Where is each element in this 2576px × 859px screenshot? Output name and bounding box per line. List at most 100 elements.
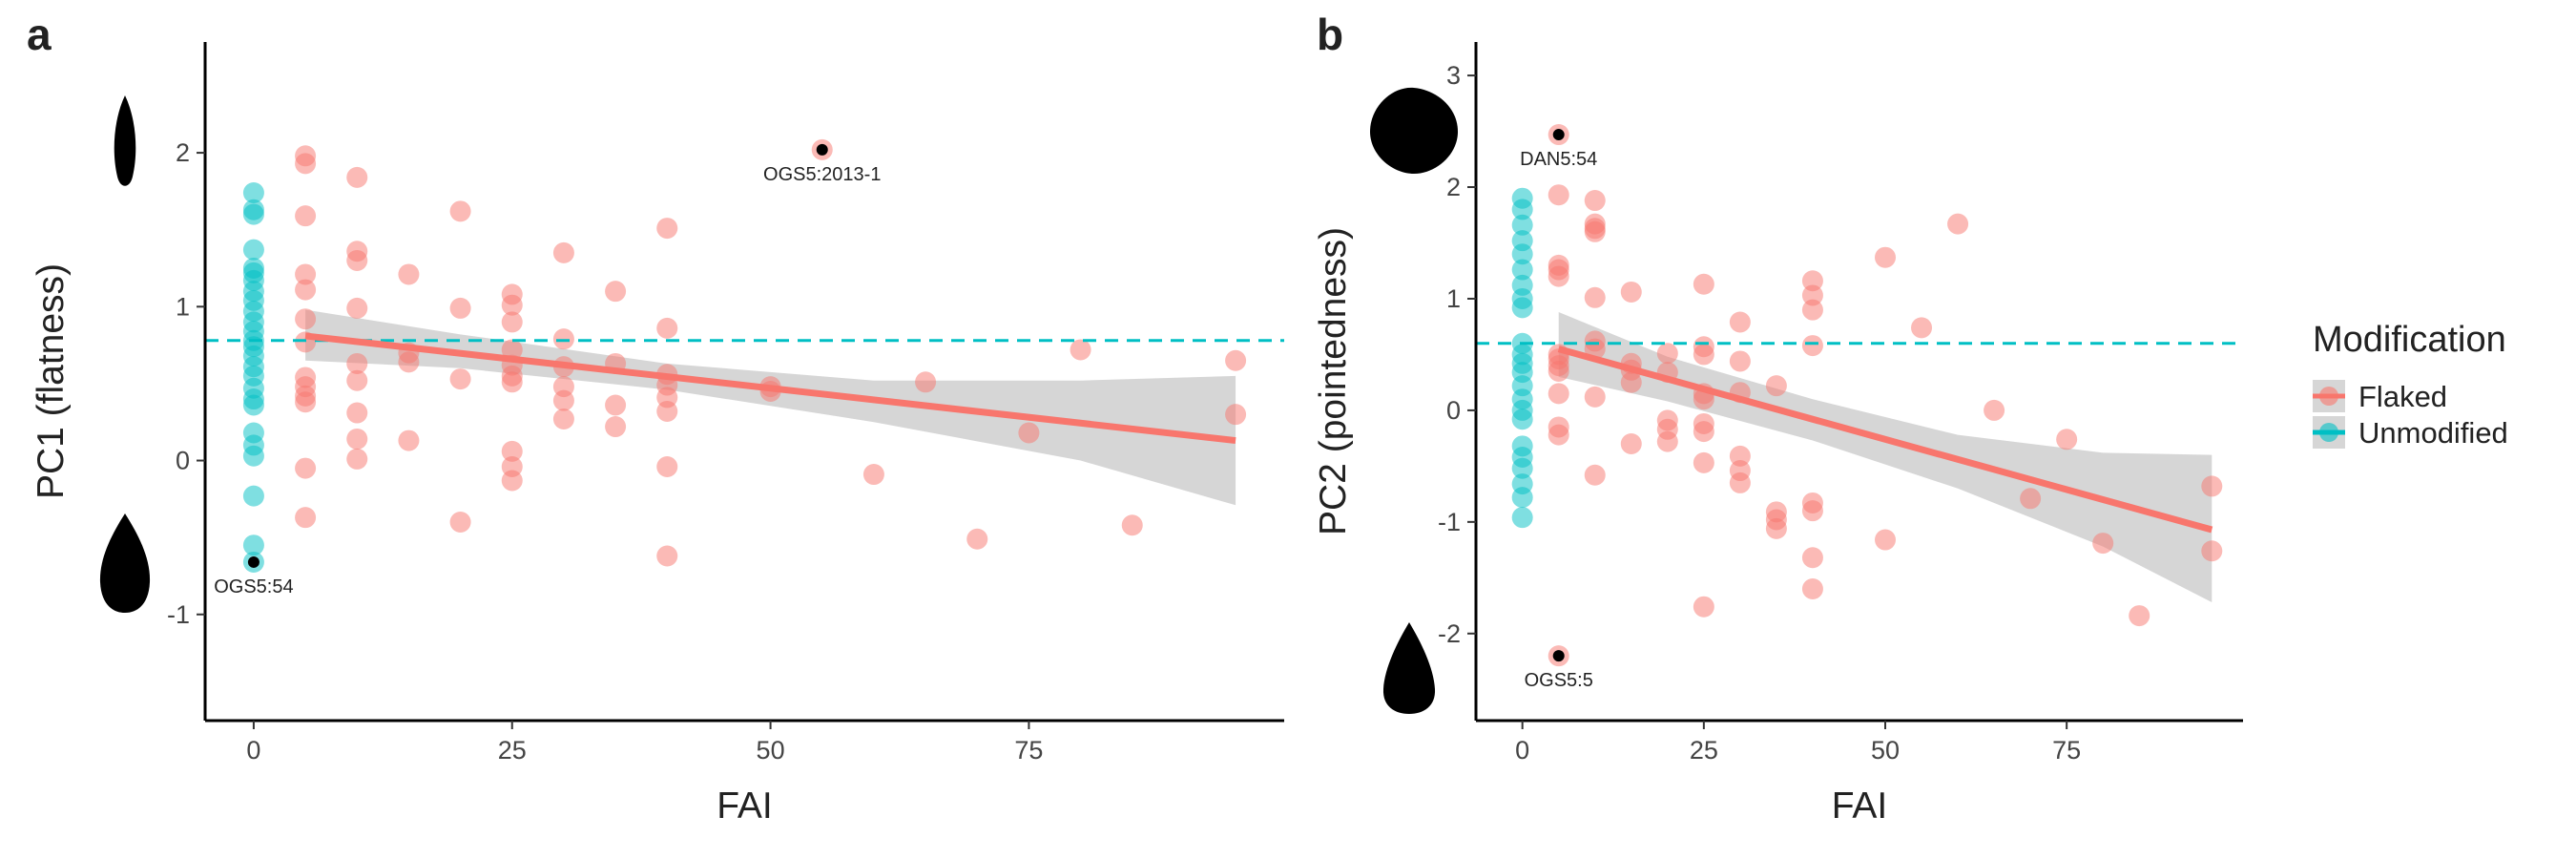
confidence-band: [1558, 311, 2212, 603]
data-point: [656, 455, 678, 477]
y-tick-label: 3: [1446, 61, 1461, 90]
data-point: [1511, 297, 1533, 319]
data-point: [346, 352, 368, 374]
x-tick-label: 50: [757, 736, 785, 765]
data-point: [501, 440, 523, 462]
annotation-label: OGS5:2013-1: [763, 164, 881, 185]
y-tick-label: 2: [1446, 173, 1461, 201]
data-point: [2201, 475, 2223, 497]
data-point: [1656, 343, 1678, 365]
data-point: [1729, 350, 1751, 372]
x-tick-label: 0: [1515, 736, 1529, 765]
data-point: [1511, 199, 1533, 220]
data-point: [449, 200, 471, 222]
shape-icon: [114, 95, 136, 186]
data-point: [295, 205, 317, 227]
annotated-point-center: [1552, 129, 1565, 141]
legend-label: Flaked: [2358, 380, 2447, 413]
data-point: [1693, 421, 1714, 443]
data-point: [1911, 317, 1933, 339]
data-point: [1584, 220, 1606, 242]
data-point: [1729, 471, 1751, 493]
data-point: [242, 485, 264, 507]
data-point: [1765, 517, 1787, 539]
data-point: [346, 402, 368, 424]
data-point: [966, 528, 988, 550]
data-point: [552, 328, 574, 350]
data-point: [1693, 451, 1714, 473]
data-point: [398, 351, 420, 373]
data-point: [295, 457, 317, 479]
data-point: [242, 203, 264, 225]
data-point: [1875, 246, 1897, 268]
data-point: [1511, 487, 1533, 509]
x-tick-label: 0: [246, 736, 260, 765]
data-point: [1584, 190, 1606, 212]
data-point: [295, 153, 317, 175]
x-tick-label: 75: [1014, 736, 1043, 765]
data-point: [398, 430, 420, 451]
data-point: [1620, 371, 1642, 393]
annotation-label: OGS5:5: [1525, 670, 1593, 691]
data-point: [1548, 265, 1569, 287]
data-point: [346, 166, 368, 188]
data-point: [1801, 578, 1823, 600]
data-point: [605, 394, 627, 416]
data-point: [449, 368, 471, 390]
data-point: [449, 297, 471, 319]
data-point: [2092, 533, 2114, 555]
data-point: [2020, 488, 2042, 510]
data-point: [915, 371, 937, 393]
data-point: [1693, 344, 1714, 366]
data-point: [862, 464, 884, 486]
data-point: [295, 308, 317, 330]
data-point: [605, 416, 627, 438]
shape-icon: [1382, 622, 1436, 714]
data-point: [346, 448, 368, 470]
data-point: [2201, 540, 2223, 562]
data-point: [1765, 375, 1787, 397]
data-point: [1801, 500, 1823, 522]
data-point: [242, 534, 264, 556]
data-point: [1801, 284, 1823, 306]
y-tick-label: 0: [1446, 396, 1461, 425]
data-point: [242, 182, 264, 203]
confidence-band: [305, 309, 1236, 506]
y-tick-label: 2: [176, 138, 190, 167]
legend-key-point: [2319, 423, 2338, 442]
data-point: [552, 241, 574, 263]
data-point: [346, 297, 368, 319]
panel-label: a: [27, 10, 52, 59]
data-point: [1511, 457, 1533, 479]
y-tick-label: 1: [176, 292, 190, 321]
data-point: [501, 470, 523, 492]
data-point: [501, 294, 523, 316]
data-point: [1875, 529, 1897, 551]
data-point: [552, 389, 574, 411]
data-point: [346, 249, 368, 271]
data-point: [1801, 335, 1823, 357]
data-point: [501, 371, 523, 393]
data-point: [1584, 464, 1606, 486]
data-point: [1729, 445, 1751, 467]
data-point: [2056, 429, 2078, 450]
shape-icon: [1370, 87, 1458, 174]
y-axis-title: PC1 (flatness): [31, 263, 72, 499]
x-tick-label: 75: [2052, 736, 2081, 765]
fit-line: [304, 332, 1236, 445]
data-point: [1121, 514, 1143, 536]
data-point: [1693, 596, 1714, 618]
annotated-point-center: [816, 143, 828, 156]
data-point: [1620, 281, 1642, 303]
fit-line: [1557, 346, 2213, 534]
data-point: [1984, 399, 2005, 421]
annotation-label: DAN5:54: [1520, 149, 1597, 170]
y-tick-label: -1: [1438, 508, 1461, 536]
data-point: [1548, 424, 1569, 446]
data-point: [2129, 605, 2150, 627]
data-point: [449, 512, 471, 534]
data-point: [1511, 214, 1533, 236]
data-point: [1656, 430, 1678, 452]
x-tick-label: 25: [1690, 736, 1718, 765]
